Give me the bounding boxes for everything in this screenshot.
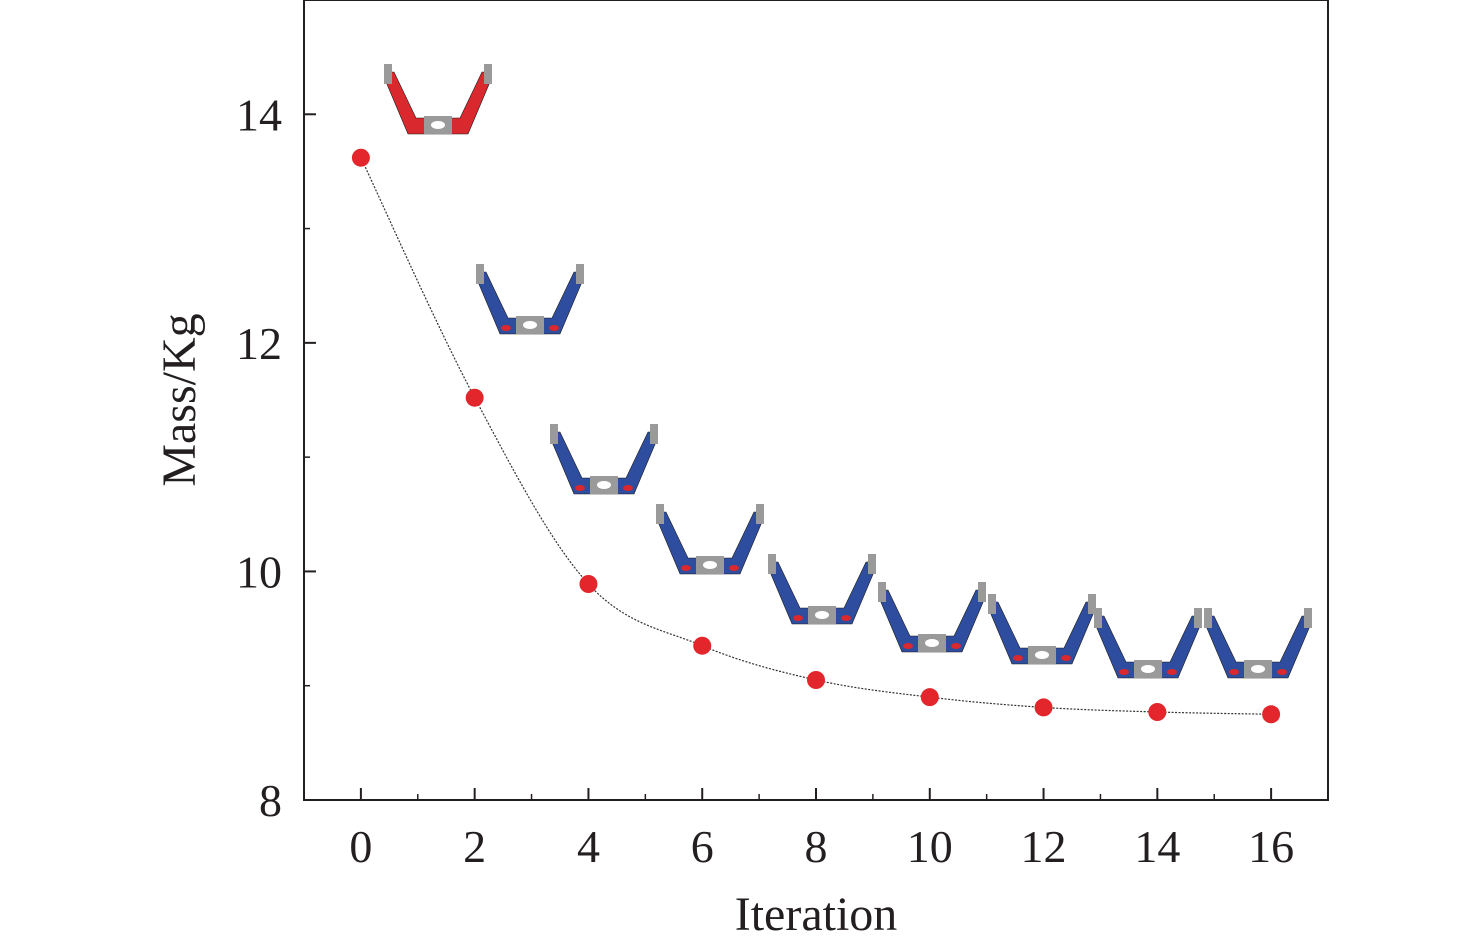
bracket-insets (384, 64, 1312, 679)
data-point (1148, 703, 1167, 721)
data-point (807, 671, 825, 689)
x-tick-label: 0 (349, 821, 372, 872)
bracket-shape-icon (550, 424, 658, 495)
y-tick-label: 8 (259, 775, 282, 826)
bracket-shape-icon (476, 264, 584, 335)
x-tick-label: 2 (463, 821, 486, 872)
bracket-shape-icon (1204, 608, 1312, 679)
data-point (920, 688, 939, 707)
x-axis-ticks: 0 2 4 6 8 10 12 14 16 (349, 788, 1294, 872)
x-tick-label: 12 (1021, 821, 1067, 872)
bracket-shape-icon (656, 504, 764, 575)
data-point (693, 636, 712, 655)
x-axis-title: Iteration (735, 888, 898, 941)
data-point (465, 388, 484, 407)
x-tick-label: 10 (907, 821, 953, 872)
bracket-shape-icon (988, 594, 1096, 665)
y-axis-ticks: 8 10 12 14 (236, 0, 316, 826)
data-markers (351, 148, 1281, 724)
data-point (1262, 705, 1281, 724)
x-tick-label: 16 (1248, 821, 1294, 872)
bracket-shape-icon (878, 582, 986, 653)
data-point (1034, 698, 1053, 717)
y-tick-label: 10 (236, 546, 282, 597)
y-tick-label: 12 (236, 318, 282, 369)
data-point (351, 148, 370, 167)
y-tick-label: 14 (236, 89, 282, 140)
bracket-shape-icon (1094, 608, 1202, 679)
bracket-shape-icon (384, 64, 492, 135)
x-tick-label: 4 (577, 821, 600, 872)
x-tick-label: 8 (805, 821, 828, 872)
x-tick-label: 6 (691, 821, 714, 872)
x-tick-label: 14 (1134, 821, 1180, 872)
data-point (579, 575, 598, 593)
y-axis-title: Mass/Kg (153, 313, 206, 486)
fit-curve (360, 157, 1272, 715)
bracket-shape-icon (768, 554, 876, 625)
